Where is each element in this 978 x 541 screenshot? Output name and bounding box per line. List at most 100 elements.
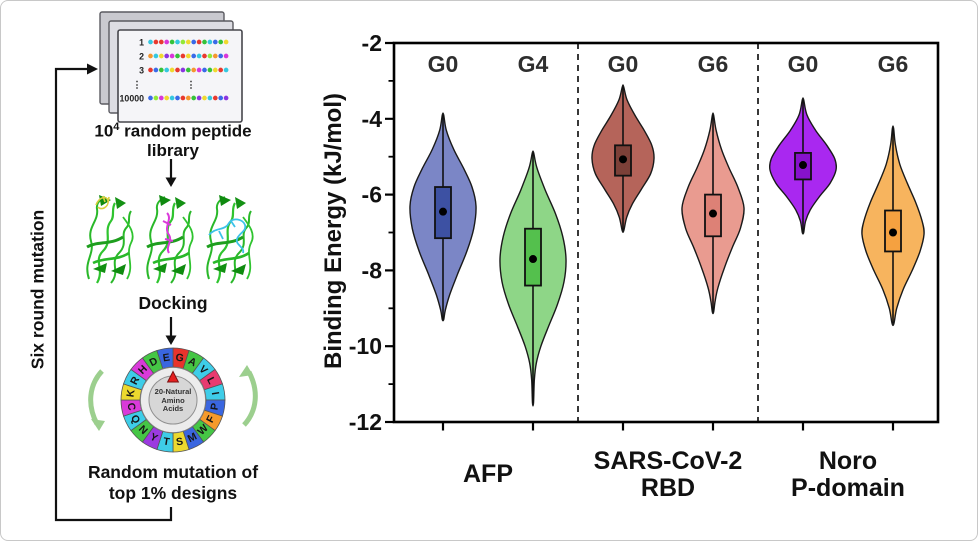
generation-label: G6: [878, 51, 909, 77]
y-tick-label: -12: [349, 409, 382, 435]
violin-mean-dot: [529, 255, 537, 264]
docking-label: Docking: [138, 293, 208, 313]
violin-mean-dot: [619, 155, 627, 164]
peptide-dot: [191, 67, 197, 73]
wheel-letter: C: [124, 402, 137, 412]
peptide-dot: [180, 53, 186, 59]
wheel-letter: K: [124, 388, 137, 398]
violin-sars-cov-2-g0: [591, 84, 655, 233]
peptide-dot: [202, 95, 207, 101]
peptide-dot: [153, 95, 159, 101]
arrowhead-down-icon: [165, 335, 177, 345]
feedback-loop-arrow: [54, 63, 173, 522]
plot-frame: [392, 41, 940, 424]
wheel-letter: E: [162, 352, 171, 365]
row-index-label: 1: [139, 37, 144, 47]
peptide-dot: [212, 67, 218, 73]
peptide-dot: [196, 67, 202, 73]
y-tick-label: -8: [362, 257, 383, 283]
wheel-letter: L: [204, 375, 218, 387]
category-label: RBD: [641, 474, 695, 502]
peptide-dot: [196, 53, 202, 59]
peptide-dot: [164, 39, 170, 45]
peptide-dot: [212, 53, 218, 59]
peptide-dot: [153, 53, 159, 59]
wheel-center-line3: Acids: [162, 404, 184, 414]
peptide-dot: [164, 95, 170, 101]
peptide-dot: [218, 67, 224, 73]
mutation-caption-line2: top 1% designs: [108, 482, 238, 503]
row-ellipsis: ⋮: [186, 80, 196, 91]
rotation-arrows: [88, 365, 258, 431]
peptide-dot: [212, 95, 218, 101]
peptide-dot: [191, 39, 197, 45]
peptide-library-cards: 1 2 3 ⋮ ⋮ 10000: [99, 11, 243, 123]
mutation-caption: Random mutation of top 1% designs: [41, 462, 305, 503]
peptide-dot: [207, 53, 213, 59]
peptide-dot: [175, 53, 180, 59]
peptide-dot: [164, 67, 170, 73]
peptide-dot: [212, 39, 218, 45]
violin-afp-g4: [499, 150, 567, 407]
row-index-label: 3: [139, 65, 144, 75]
wheel-letter: Y: [148, 431, 160, 445]
wheel-center-line2: Amino: [161, 395, 185, 405]
arrowhead-right-icon: [87, 63, 98, 75]
peptide-rows: 1 2 3 ⋮ ⋮ 10000: [120, 37, 229, 103]
category-label: AFP: [463, 460, 513, 488]
peptide-dot: [185, 95, 191, 101]
peptide-dot: [180, 67, 186, 73]
wheel-letter: F: [204, 413, 218, 425]
peptide-dot: [207, 39, 213, 45]
peptide-dot: [180, 39, 186, 45]
row-index-label: 10000: [120, 93, 145, 103]
peptide-dot: [169, 53, 175, 59]
wheel-letter: T: [162, 436, 171, 449]
violin-mean-dot: [889, 228, 897, 237]
peptide-dot: [175, 39, 180, 45]
peptide-dot: [191, 95, 197, 101]
library-caption-exponent: 4: [113, 121, 120, 133]
y-tick-label: -6: [362, 182, 382, 208]
peptide-dot: [202, 53, 207, 59]
library-caption-line2: library: [147, 141, 199, 161]
peptide-dot: [185, 53, 191, 59]
category-label: P-domain: [791, 474, 905, 502]
peptide-dot: [202, 39, 207, 45]
peptide-dot: [196, 95, 202, 101]
peptide-dot: [185, 39, 191, 45]
peptide-dot: [148, 53, 153, 59]
wheel-center-line1: 20-Natural: [154, 387, 192, 396]
y-tick-label: -2: [362, 30, 382, 56]
peptide-dot: [218, 53, 224, 59]
rotate-arrow-left-icon: [91, 419, 105, 431]
peptide-dot: [158, 53, 164, 59]
peptide-dot: [148, 95, 153, 101]
peptide-dot: [223, 67, 229, 73]
violin-afp-g0: [409, 112, 477, 322]
wheel-pointer-icon: [166, 370, 180, 383]
peptide-dot: [164, 53, 170, 59]
category-label: Noro: [819, 447, 877, 475]
row-ellipsis: ⋮: [132, 80, 142, 91]
peptide-dot: [169, 39, 175, 45]
generation-label: G0: [788, 51, 819, 77]
card-front: [117, 29, 243, 123]
peptide-dot: [175, 95, 180, 101]
arrowhead-down-icon: [165, 177, 177, 187]
peptide-dot: [202, 67, 207, 73]
generation-label: G6: [698, 51, 729, 77]
y-tick-label: -4: [362, 106, 383, 132]
binding-energy-violin-chart: G0 G4 G0 G6 G0 G6 -2 -4 -6 -8 -10 -12 AFP SARS-CoV-2R…: [349, 30, 940, 502]
violin-mean-dot: [709, 209, 717, 218]
violin-sars-cov-2-g6: [681, 112, 745, 315]
peptide-dot: [223, 39, 229, 45]
peptide-dot: [175, 67, 180, 73]
peptide-dot: [153, 67, 159, 73]
wheel-center-label: 20-Natural Amino Acids: [143, 387, 203, 414]
ligand-cyan: [208, 218, 247, 254]
violin-noro-g0: [768, 97, 838, 235]
peptide-dot: [218, 95, 224, 101]
